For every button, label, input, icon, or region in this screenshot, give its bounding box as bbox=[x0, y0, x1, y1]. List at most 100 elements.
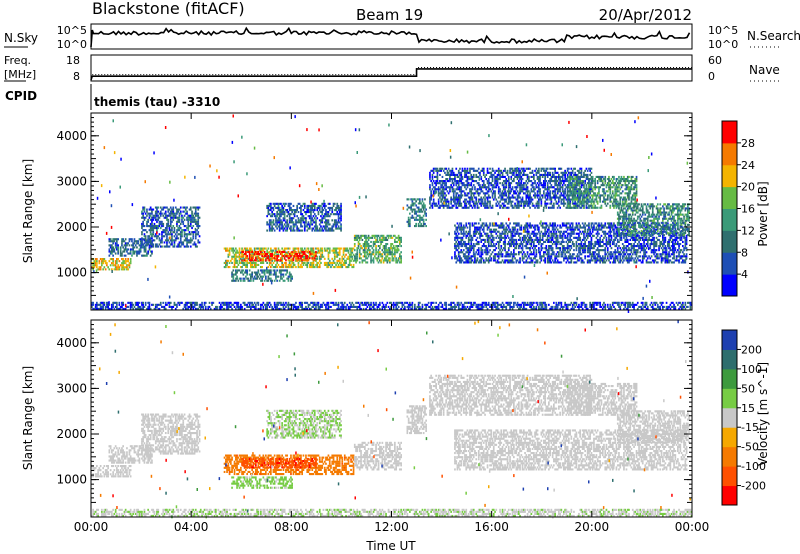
heatmap-cell bbox=[390, 234, 392, 237]
heatmap-cell bbox=[533, 251, 535, 254]
heatmap-cell bbox=[364, 251, 366, 254]
heatmap-cell bbox=[245, 269, 247, 272]
heatmap-cell bbox=[191, 231, 193, 234]
heatmap-cell bbox=[251, 255, 253, 258]
heatmap-cell bbox=[462, 190, 465, 193]
heatmap-cell bbox=[441, 194, 444, 197]
heatmap-cell bbox=[241, 259, 243, 262]
heatmap-cell bbox=[377, 249, 380, 252]
heatmap-cell bbox=[156, 237, 158, 240]
heatmap-cell bbox=[454, 230, 456, 233]
heatmap-cell bbox=[511, 167, 514, 170]
heatmap-cell bbox=[144, 250, 147, 253]
heatmap-cell bbox=[172, 206, 175, 209]
heatmap-cell bbox=[117, 246, 119, 249]
heatmap-cell bbox=[94, 264, 97, 267]
heatmap-cell bbox=[146, 214, 148, 217]
heatmap-cell bbox=[248, 255, 251, 258]
heatmap-cell bbox=[273, 204, 276, 207]
heatmap-cell bbox=[275, 217, 277, 220]
heatmap-cell bbox=[406, 198, 409, 201]
heatmap-cell bbox=[507, 249, 510, 252]
heatmap-cell bbox=[266, 206, 268, 209]
heatmap-cell bbox=[580, 171, 583, 174]
heatmap-cell bbox=[364, 245, 366, 248]
heatmap-cell bbox=[111, 246, 113, 249]
heatmap-cell bbox=[372, 243, 375, 246]
heatmap-cell bbox=[444, 200, 446, 203]
heatmap-cell bbox=[502, 226, 505, 229]
heatmap-cell bbox=[126, 268, 128, 271]
heatmap-cell bbox=[551, 238, 554, 241]
heatmap-cell bbox=[436, 182, 439, 185]
heatmap-cell bbox=[286, 271, 288, 274]
heatmap-cell bbox=[280, 273, 282, 276]
heatmap-cell bbox=[494, 182, 496, 185]
heatmap-cell bbox=[437, 200, 440, 203]
heatmap-cell bbox=[238, 255, 241, 258]
heatmap-cell bbox=[487, 243, 490, 246]
heatmap-cell bbox=[187, 225, 190, 228]
heatmap-cell bbox=[277, 204, 280, 207]
heatmap-cell bbox=[275, 215, 277, 218]
heatmap-cell bbox=[550, 180, 553, 183]
heatmap-cell bbox=[353, 243, 356, 246]
heatmap-cell bbox=[164, 239, 167, 242]
heatmap-cell bbox=[481, 251, 484, 254]
heatmap-cell bbox=[247, 279, 250, 282]
heatmap-cell bbox=[376, 234, 379, 237]
heatmap-cell bbox=[477, 192, 480, 195]
heatmap-cell bbox=[491, 169, 494, 172]
heatmap-cell bbox=[333, 213, 336, 216]
heatmap-cell bbox=[255, 250, 257, 253]
heatmap-cell bbox=[534, 257, 536, 260]
heatmap-cell bbox=[237, 263, 240, 266]
heatmap-cell bbox=[338, 209, 341, 212]
heatmap-cell bbox=[457, 171, 460, 174]
heatmap-cell bbox=[564, 171, 566, 174]
heatmap-cell bbox=[142, 212, 144, 215]
heatmap-cell bbox=[338, 266, 341, 269]
heatmap-cell bbox=[432, 171, 435, 174]
heatmap-cell bbox=[348, 255, 351, 258]
heatmap-cell bbox=[288, 257, 291, 260]
heatmap-cell bbox=[516, 243, 519, 246]
heatmap-cell bbox=[456, 186, 459, 189]
heatmap-cell bbox=[305, 213, 307, 216]
heatmap-cell bbox=[245, 257, 247, 260]
heatmap-cell bbox=[548, 251, 550, 254]
heatmap-cell bbox=[257, 257, 260, 260]
heatmap-cell bbox=[457, 196, 460, 199]
heatmap-cell bbox=[186, 233, 188, 236]
heatmap-cell bbox=[545, 202, 548, 205]
heatmap-cell bbox=[371, 251, 374, 254]
heatmap-cell bbox=[420, 208, 422, 211]
heatmap-cell bbox=[333, 219, 336, 222]
heatmap-cell bbox=[119, 252, 122, 255]
heatmap-cell bbox=[183, 231, 186, 234]
heatmap-cell bbox=[518, 247, 520, 250]
heatmap-cell bbox=[486, 186, 489, 189]
heatmap-cell bbox=[246, 257, 248, 260]
heatmap-cell bbox=[143, 225, 146, 228]
heatmap-cell bbox=[424, 222, 426, 225]
heatmap-cell bbox=[505, 230, 508, 233]
heatmap-cell bbox=[486, 247, 489, 250]
heatmap-cell bbox=[415, 204, 417, 207]
heatmap-cell bbox=[280, 271, 282, 274]
heatmap-cell bbox=[550, 186, 553, 189]
heatmap-cell bbox=[502, 206, 505, 209]
heatmap-cell bbox=[227, 259, 230, 262]
heatmap-cell bbox=[364, 243, 366, 246]
heatmap-cell bbox=[149, 246, 152, 249]
heatmap-cell bbox=[513, 169, 515, 172]
heatmap-cell bbox=[558, 184, 560, 187]
heatmap-cell bbox=[518, 194, 520, 197]
heatmap-cell bbox=[117, 252, 119, 255]
heatmap-cell bbox=[511, 169, 514, 172]
heatmap-cell bbox=[343, 249, 346, 252]
heatmap-cell bbox=[466, 200, 469, 203]
heatmap-cell bbox=[530, 257, 533, 260]
heatmap-cell bbox=[316, 209, 319, 212]
heatmap-cell bbox=[301, 225, 304, 228]
